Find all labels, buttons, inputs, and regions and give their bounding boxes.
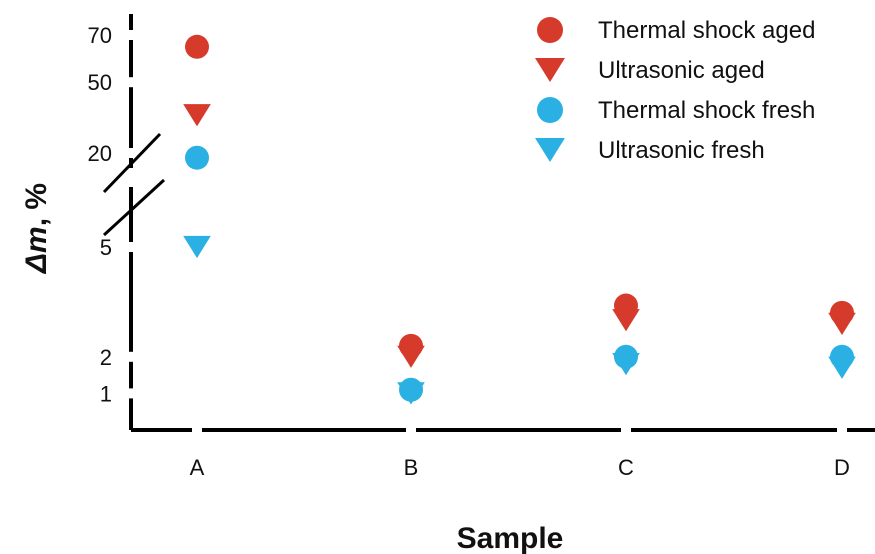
data-point (183, 235, 211, 259)
legend-label: Ultrasonic aged (598, 57, 765, 84)
x-axis-title: Sample (457, 522, 564, 554)
y-axis-unit: , % (20, 183, 53, 226)
legend-marker (535, 137, 565, 163)
y-tick-gap (127, 351, 135, 362)
data-point (399, 377, 423, 402)
data-point (183, 104, 211, 127)
legend-marker (535, 57, 565, 83)
y-tick-label: 2 (100, 345, 112, 370)
data-point (614, 344, 638, 369)
y-tick-label: 50 (88, 70, 112, 95)
y-tick-gap (127, 388, 135, 399)
y-tick-gap (127, 148, 135, 158)
data-point (185, 145, 209, 170)
legend-label: Thermal shock fresh (598, 97, 815, 124)
x-tick-gap (621, 426, 631, 434)
data-marks (183, 34, 856, 405)
y-tick-label: 70 (88, 23, 112, 48)
y-axis-symbol: Δm (20, 226, 53, 274)
y-tick-gap (127, 30, 135, 40)
x-categories: A B C D (190, 426, 850, 480)
y-axis-title: Δm, % (20, 183, 53, 274)
legend-label: Thermal shock aged (598, 17, 815, 44)
legend-label: Ultrasonic fresh (598, 137, 765, 164)
y-tick-label: 20 (88, 141, 112, 166)
x-tick-gap (192, 426, 202, 434)
axis-break-mark (102, 178, 166, 237)
data-point (185, 34, 209, 59)
legend: Thermal shock aged Ultrasonic aged Thermal… (535, 17, 815, 164)
x-tick-label: D (834, 455, 850, 480)
legend-marker (537, 17, 563, 43)
x-tick-label: C (618, 455, 634, 480)
x-tick-gap (837, 426, 847, 434)
y-tick-gap (127, 77, 135, 88)
data-point (399, 333, 423, 358)
y-ticks: 1 2 5 20 50 70 (88, 23, 135, 406)
x-tick-label: B (404, 455, 419, 480)
axis-break-mark (102, 132, 162, 194)
data-point (830, 300, 854, 325)
y-tick-label: 5 (100, 235, 112, 260)
y-tick-label: 1 (100, 381, 112, 406)
x-tick-gap (406, 426, 416, 434)
data-point (614, 293, 638, 318)
x-tick-label: A (190, 455, 205, 480)
data-point (830, 344, 854, 369)
legend-marker (537, 97, 563, 123)
y-tick-gap (127, 242, 135, 252)
